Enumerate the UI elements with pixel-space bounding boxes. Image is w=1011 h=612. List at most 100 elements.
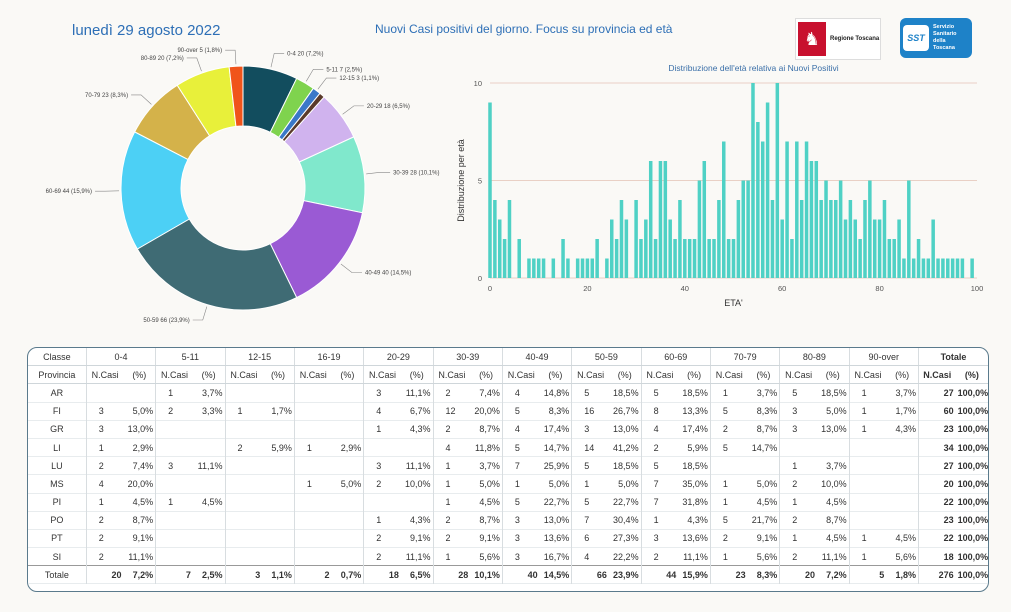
hist-xtick-label: 40 (681, 284, 689, 293)
hist-bar (644, 219, 648, 278)
hist-bar (877, 219, 882, 278)
hist-bar (926, 258, 931, 278)
ncasi-cell: 3 (155, 456, 193, 475)
sst-text-line: Toscana (933, 45, 955, 51)
province-cell: PI (52, 497, 62, 508)
hist-bar (770, 200, 775, 278)
hist-bar (507, 200, 512, 278)
ncasi-cell: 8 (640, 402, 679, 421)
ncasi-cell: 22 (917, 529, 956, 548)
ncasi-cell: 1 (571, 474, 609, 493)
ncasi-cell: 1 (709, 474, 748, 493)
ncasi-cell: 3 (501, 511, 540, 530)
pct-cell: 8,7% (826, 515, 847, 526)
pct-cell: 16,7% (543, 551, 570, 562)
ncasi-cell: 7 (155, 565, 193, 584)
pct-cell: 100,0% (957, 424, 988, 435)
hist-bar (605, 258, 609, 278)
ncasi-cell: 276 (917, 565, 956, 584)
pct-cell: 13,0% (543, 515, 570, 526)
table: Classe 0-4 5-11 12-15 16-19 20-29 30-39 40-49 50… (28, 348, 988, 584)
pct-header: (%) (816, 365, 850, 385)
ncasi-cell: 3 (363, 456, 401, 475)
ncasi-cell: 2 (363, 547, 401, 566)
pct-cell: 100,0% (957, 478, 988, 489)
pct-cell (262, 384, 294, 402)
ncasi-cell: 5 (709, 438, 748, 457)
hist-bar (824, 180, 828, 278)
province-cell: PO (50, 515, 64, 526)
hist-bar (907, 180, 911, 278)
hist-xtick-label: 80 (875, 284, 883, 293)
hist-bar (614, 239, 619, 278)
pct-cell: 5,9% (271, 442, 292, 453)
ncasi-cell: 1 (779, 493, 817, 512)
hist-bar (619, 200, 624, 278)
pct-cell: 18,5% (682, 460, 708, 471)
ncasi-cell: 2 (85, 511, 124, 530)
pct-cell (193, 475, 225, 493)
age-group-header: 80-89 (779, 348, 850, 367)
hist-bar (970, 258, 974, 278)
ncasi-cell: 18 (917, 547, 956, 566)
pct-cell (332, 511, 364, 529)
hist-bar (960, 258, 965, 278)
pct-cell: 13,6% (682, 533, 708, 544)
page-date: lunedì 29 agosto 2022 (72, 22, 221, 39)
pct-cell: 11,1% (821, 551, 847, 562)
pct-cell (332, 548, 364, 566)
hist-bar (863, 200, 867, 278)
province-age-table: Classe 0-4 5-11 12-15 16-19 20-29 30-39 40-49 50… (27, 347, 989, 592)
ncasi-cell: 4 (501, 420, 540, 439)
hist-bar (843, 219, 848, 278)
pct-cell: 1,7% (271, 406, 292, 417)
ncasi-cell: 2 (709, 420, 748, 439)
ncasi-cell: 2 (432, 383, 471, 403)
hist-title: Distribuzione dell'età relativa ai Nuovi… (668, 63, 838, 73)
pie-slice-label: 80-89 20 (7,2%) (141, 56, 184, 62)
pct-cell: 11,1% (128, 551, 154, 562)
ncasi-cell (224, 383, 263, 403)
pct-cell: 27,3% (613, 533, 639, 544)
pie-slice-label: 40-49 40 (14,5%) (365, 271, 411, 277)
ncasi-cell (293, 383, 332, 403)
sst-logo: SST Servizio Sanitario della Toscana (900, 18, 972, 58)
pct-cell: 100,0% (957, 551, 988, 562)
ncasi-header: N.Casi (293, 365, 332, 385)
page-title: Nuovi Casi positivi del giorno. Focus su… (375, 22, 673, 36)
pct-cell: 3,7% (895, 387, 916, 398)
hist-ytick-label: 10 (474, 79, 482, 88)
pct-cell (401, 438, 433, 456)
hist-bar (799, 200, 804, 278)
hist-bar (653, 239, 658, 278)
hist-bar (946, 258, 950, 278)
hist-bar (497, 219, 502, 278)
province-cell: Totale (28, 565, 87, 584)
logo-rt-text: Regione Toscana (830, 36, 880, 42)
hist-bar (595, 239, 599, 278)
pct-cell: 5,0% (340, 478, 362, 489)
age-group-header: 90-over (848, 348, 919, 367)
pct-cell: 7,2% (123, 565, 156, 584)
pct-cell: 6,7% (410, 406, 431, 417)
table-row: GR 3 13,0% 1 4,3% 2 8,7% 4 17,4% 3 13,0% 4 17,4% 2 8,7… (28, 420, 988, 439)
ncasi-cell: 60 (917, 402, 956, 421)
age-group-header: 50-59 (571, 348, 642, 367)
ncasi-cell: 12 (432, 402, 471, 421)
hist-bar (624, 219, 629, 278)
pct-cell: 18,5% (821, 387, 847, 398)
pct-cell: 1,7% (895, 406, 916, 417)
total-row: Totale 20 7,2% 7 2,5% 3 1,1% 2 0,7% 18 6,5% 28 10,1%… (28, 565, 988, 584)
pct-cell (817, 438, 849, 456)
pct-cell: 100,0% (955, 565, 988, 584)
pct-cell: 100,0% (957, 533, 988, 544)
pct-cell: 9,1% (479, 533, 500, 544)
pct-cell: 3,3% (202, 406, 223, 417)
ncasi-cell (224, 529, 263, 548)
table-row: PT 2 9,1% 2 9,1% 2 9,1% 3 13,6% 6 27,3% 3 13,6% 2 9,1%… (28, 529, 988, 548)
pct-cell: 14,5% (539, 565, 572, 584)
pct-cell: 4,5% (895, 533, 916, 544)
ncasi-cell: 5 (501, 402, 540, 421)
ncasi-cell: 1 (432, 493, 471, 512)
sst-text: Servizio Sanitario della Toscana (933, 24, 957, 52)
